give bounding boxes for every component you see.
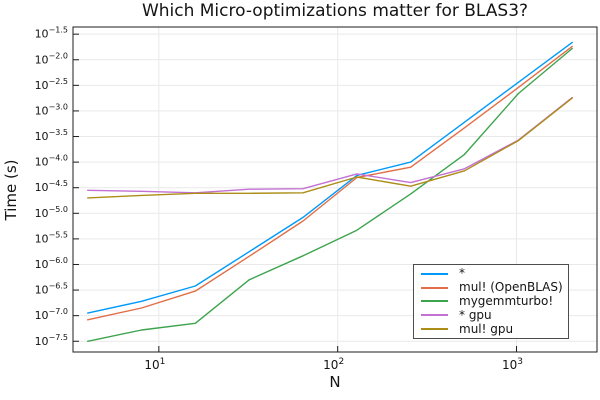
- x-axis-label: N: [329, 373, 341, 391]
- legend-entry: *: [414, 267, 568, 280]
- legend-label: *: [459, 266, 465, 281]
- legend-box: * mul! (OpenBLAS) mygemmturbo! * gpu mul! gp…: [413, 264, 569, 339]
- legend-label: mul! (OpenBLAS): [459, 280, 563, 295]
- legend-line-swatch: [421, 272, 448, 275]
- y-tick-label: 10−6.0: [35, 256, 68, 271]
- y-tick-label: 10−1.5: [35, 26, 68, 41]
- series-line: [86, 97, 573, 199]
- legend-entry: mul! gpu: [414, 321, 568, 336]
- y-tick-label: 10−2.5: [35, 77, 68, 92]
- x-tick-label: 103: [502, 357, 523, 372]
- y-tick-label: 10−7.0: [35, 307, 68, 322]
- y-tick-label: 10−4.0: [35, 154, 68, 169]
- series-line: [86, 96, 573, 194]
- legend-label: mygemmturbo!: [459, 293, 554, 308]
- y-tick-label: 10−3.5: [35, 128, 68, 143]
- series-line: [86, 41, 573, 314]
- x-tick-label: 101: [144, 357, 165, 372]
- y-tick-label: 10−6.5: [35, 282, 68, 297]
- legend-line-swatch: [421, 314, 448, 317]
- legend-label: mul! gpu: [459, 321, 514, 336]
- series-line: [86, 47, 573, 342]
- plot-frame: [72, 26, 598, 353]
- x-tick-label: 102: [323, 357, 344, 372]
- y-tick-label: 10−4.5: [35, 179, 68, 194]
- y-tick-label: 10−3.0: [35, 102, 68, 117]
- y-tick-label: 10−5.0: [35, 205, 68, 220]
- legend-label: * gpu: [459, 307, 492, 322]
- legend-line-swatch: [421, 300, 448, 303]
- series-line: [86, 45, 573, 321]
- chart-title: Which Micro-optimizations matter for BLA…: [141, 1, 529, 21]
- legend-line-swatch: [421, 328, 448, 331]
- y-tick-label: 10−2.0: [35, 51, 68, 66]
- legend-entry: * gpu: [414, 307, 568, 322]
- legend-line-swatch: [421, 286, 448, 289]
- legend-entry: mul! (OpenBLAS): [414, 281, 568, 294]
- y-axis-label: Time (s): [2, 159, 20, 221]
- y-tick-label: 10−7.5: [35, 333, 68, 348]
- legend-entry: mygemmturbo!: [414, 293, 568, 308]
- y-tick-label: 10−5.5: [35, 230, 68, 245]
